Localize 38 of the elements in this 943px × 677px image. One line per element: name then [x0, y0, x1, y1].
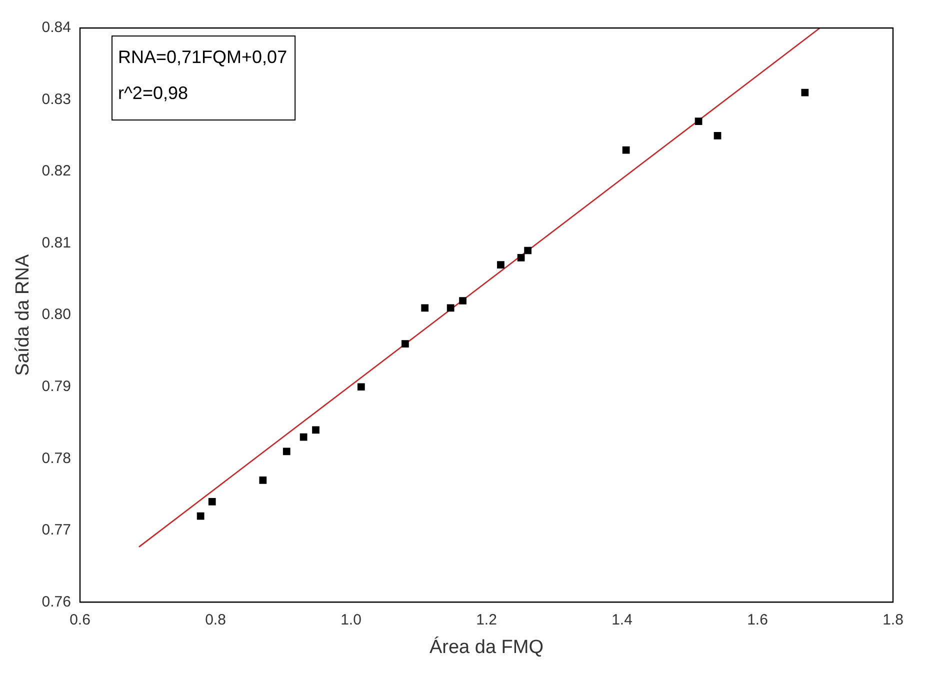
point	[446, 304, 454, 312]
y-tick-label: 0.82	[42, 162, 71, 180]
x-axis-title: Área da FMQ	[429, 636, 544, 658]
point	[517, 254, 525, 262]
point	[421, 304, 429, 312]
x-tick-label: 1.6	[747, 611, 768, 628]
point	[259, 476, 267, 484]
point	[622, 146, 630, 154]
point	[402, 340, 409, 348]
point	[357, 383, 365, 391]
point	[714, 132, 722, 140]
point	[196, 512, 204, 520]
y-tick-label: 0.79	[42, 378, 71, 396]
x-tick-label: 1.0	[340, 611, 362, 628]
point	[497, 261, 504, 269]
x-tick-label: 1.8	[882, 611, 904, 628]
x-tick-label: 1.4	[612, 611, 632, 628]
y-tick-label: 0.76	[42, 593, 71, 610]
y-tick-label: 0.83	[42, 90, 71, 108]
point	[459, 297, 466, 304]
y-tick-label: 0.84	[42, 19, 71, 36]
x-tick-label: 0.8	[205, 611, 226, 628]
point	[208, 498, 216, 506]
point	[282, 448, 290, 456]
point	[300, 433, 308, 441]
x-tick-label: 1.2	[476, 611, 497, 628]
point	[524, 246, 532, 254]
y-tick-label: 0.77	[42, 522, 71, 539]
y-tick-label: 0.80	[42, 306, 71, 324]
point	[694, 118, 702, 125]
y-tick-label: 0.81	[42, 234, 71, 252]
y-axis-title: Saída da RNA	[12, 254, 34, 376]
annotation: r^2=0,98	[118, 82, 188, 103]
x-tick-label: 0.6	[70, 611, 90, 628]
annotation: RNA=0,71FQM+0,07	[118, 46, 288, 67]
point	[801, 88, 809, 96]
point	[312, 426, 320, 434]
y-tick-label: 0.78	[42, 450, 71, 467]
